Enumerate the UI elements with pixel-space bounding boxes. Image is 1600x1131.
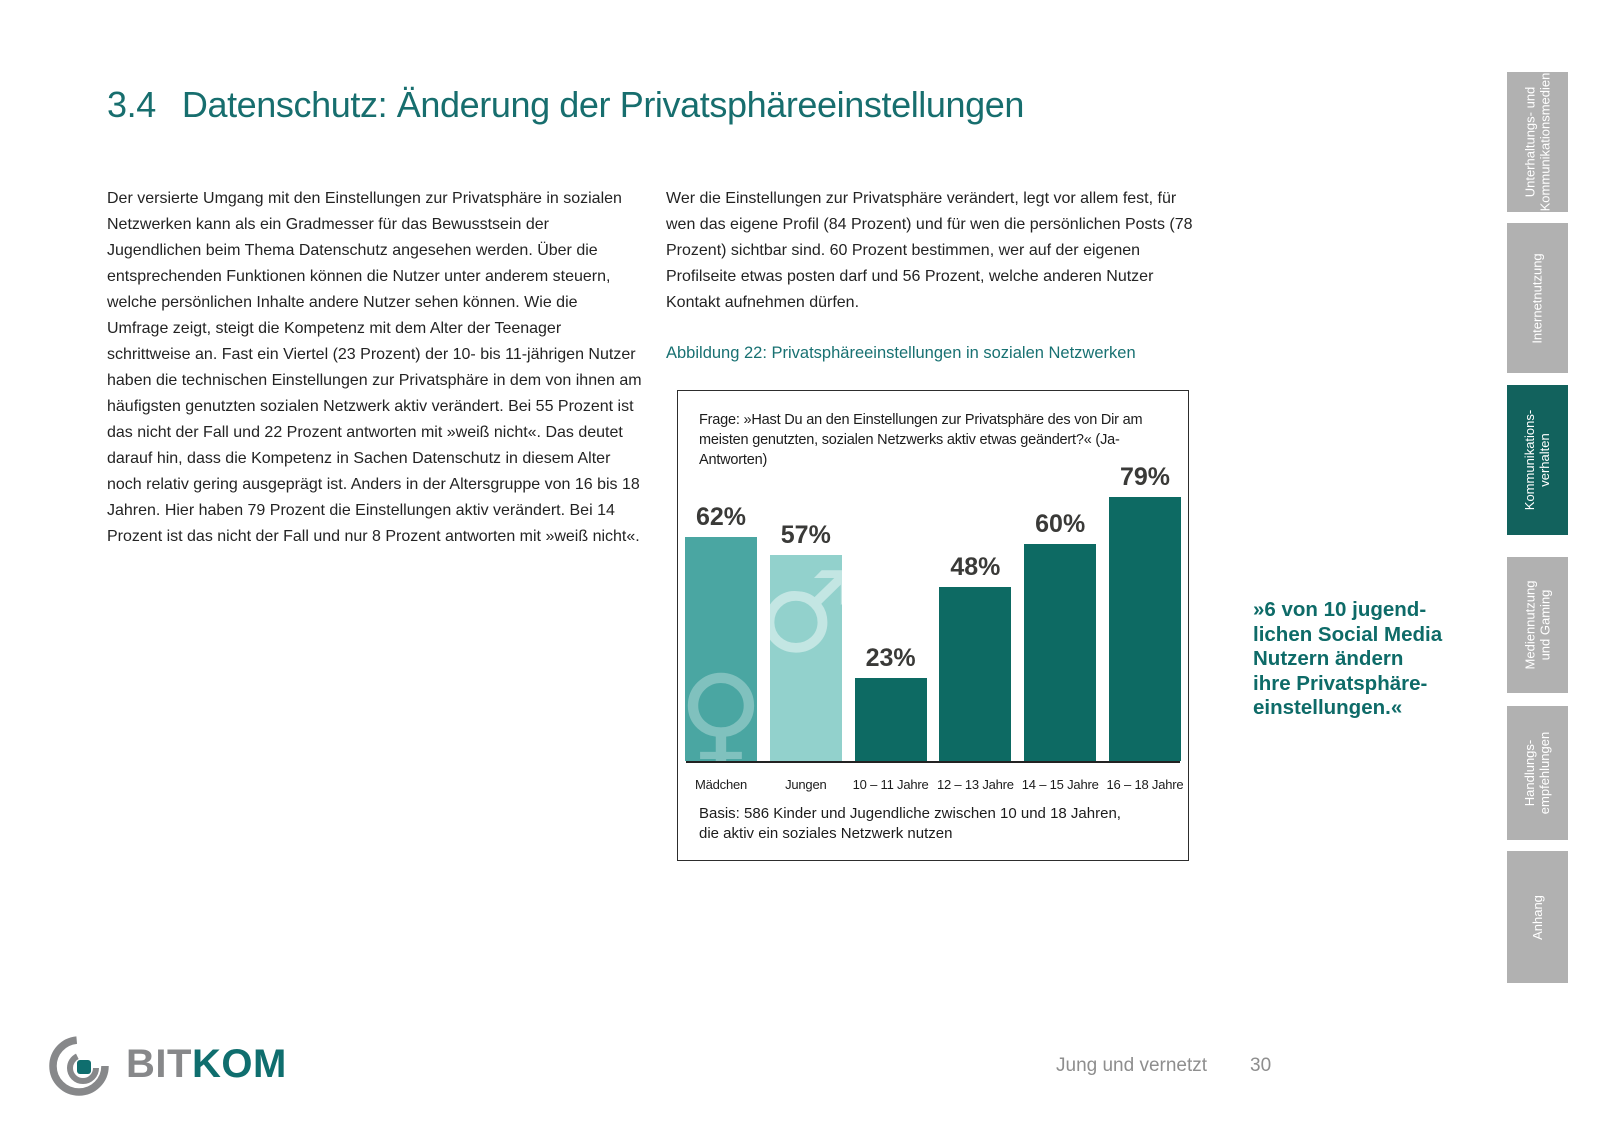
mars-icon: ♂: [769, 555, 842, 678]
bar-2: 57% ♂: [769, 463, 842, 761]
page-title: 3.4 Datenschutz: Änderung der Privatsphär…: [107, 84, 1024, 126]
logo-text-bit: BIT: [126, 1041, 192, 1086]
category-label: 14 – 15 Jahre: [1021, 777, 1099, 792]
x-axis-line: [686, 761, 1180, 763]
category-labels-row: Mädchen Jungen 10 – 11 Jahre 12 – 13 Jahre 1…: [685, 777, 1184, 792]
body-text-left-column: Der versierte Umgang mit den Einstellung…: [107, 190, 642, 545]
bar-3: 23%: [854, 463, 927, 761]
section-title: Datenschutz: Änderung der Privatsphäreei…: [181, 84, 1025, 125]
category-label: Jungen: [785, 777, 827, 792]
sidebar-tab-mediennutzung-und-gaming[interactable]: Mediennutzung und Gaming: [1507, 557, 1568, 693]
chart-question-text: Frage: »Hast Du an den Einstellungen zur…: [699, 412, 1143, 468]
bar-value-label: 48%: [950, 553, 1001, 581]
bitkom-logo-mark: [49, 1036, 109, 1096]
sidebar-tab-label: Internetnutzung: [1530, 252, 1546, 344]
sidebar-tab-internetnutzung[interactable]: Internetnutzung: [1507, 223, 1568, 373]
bar-6: 79%: [1108, 463, 1181, 761]
footer-page-number: 30: [1250, 1055, 1272, 1076]
bar-rect: ♂: [769, 555, 842, 761]
bar-rect: [854, 678, 927, 761]
bars-row: 62% ♀ 57% ♂ 23% 48% 60% 79%: [685, 463, 1181, 761]
bar-value-label: 57%: [780, 521, 831, 549]
bar-value-label: 23%: [865, 644, 916, 672]
bar-value-label: 79%: [1119, 463, 1170, 491]
logo-text-kom: KOM: [191, 1041, 287, 1086]
sidebar-tab-kommunikationsverhalten[interactable]: Kommunikations- verhalten: [1507, 385, 1568, 535]
bar-rect: [1024, 544, 1097, 761]
section-number: 3.4: [107, 84, 156, 125]
bar-5: 60%: [1024, 463, 1097, 761]
figure-22-chart: Frage: »Hast Du an den Einstellungen zur…: [677, 390, 1189, 861]
bitkom-logo-text: BITKOM: [126, 1042, 287, 1087]
sidebar-tab-label: Mediennutzung und Gaming: [1522, 580, 1553, 670]
bar-4: 48%: [939, 463, 1012, 761]
category-label: 10 – 11 Jahre: [852, 777, 929, 792]
bar-value-label: 60%: [1035, 510, 1086, 538]
footer-booklet-title: Jung und vernetzt: [1056, 1055, 1208, 1076]
category-label: 16 – 18 Jahre: [1106, 777, 1184, 792]
sidebar-tab-unterhaltungs-und-kommunikationsmedien[interactable]: Unterhaltungs- und Kommunikationsmedien: [1507, 72, 1568, 212]
sidebar-tab-label: Kommunikations- verhalten: [1522, 409, 1553, 511]
venus-icon: ♀: [685, 649, 757, 761]
bar-rect: [939, 587, 1012, 761]
figure-caption: Abbildung 22: Privatsphäreeinstellungen …: [666, 344, 1136, 362]
category-label: 12 – 13 Jahre: [936, 777, 1014, 792]
sidebar-tab-label: Handlungs- empfehlungen: [1522, 731, 1553, 815]
basis-note: Basis: 586 Kinder und Jugendliche zwisch…: [699, 805, 1121, 842]
bar-value-label: 62%: [695, 503, 747, 531]
bar-rect: ♀: [685, 537, 757, 761]
bitkom-logo: BITKOM: [46, 1028, 287, 1100]
sidebar-tab-anhang[interactable]: Anhang: [1507, 851, 1568, 983]
body-text-right-column: Wer die Einstellungen zur Privatsphäre v…: [666, 190, 1193, 311]
bar-1: 62% ♀: [685, 463, 757, 761]
sidebar-tab-label: Unterhaltungs- und Kommunikationsmedien: [1522, 72, 1553, 212]
pull-quote: »6 von 10 jugend- lichen Social Media Nu…: [1253, 598, 1443, 719]
category-label: Mädchen: [694, 777, 748, 792]
sidebar-tab-handlungsempfehlungen[interactable]: Handlungs- empfehlungen: [1507, 706, 1568, 840]
bar-rect: [1108, 497, 1181, 761]
sidebar-tab-label: Anhang: [1529, 894, 1545, 940]
